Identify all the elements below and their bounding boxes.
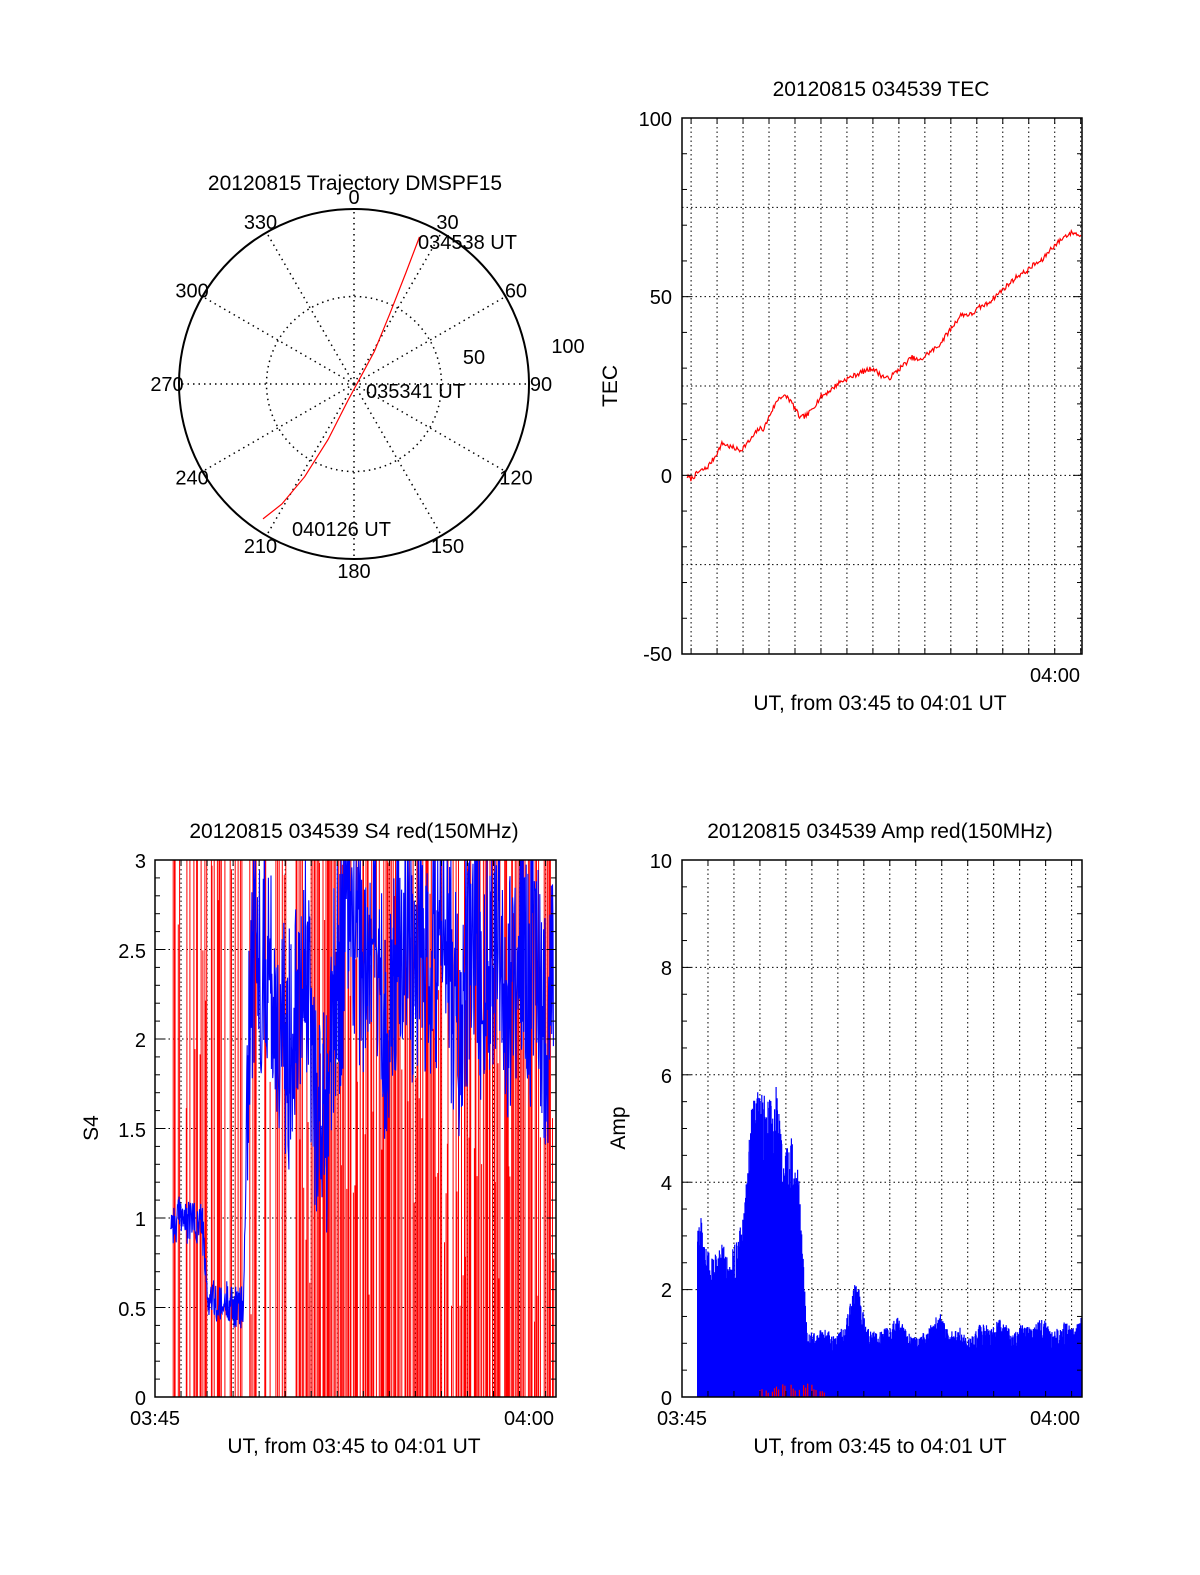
azimuth-label-300: 300	[175, 281, 208, 303]
s4-panel: 20120815 034539 S4 red(150MHz) 3 2.5 2 1…	[80, 820, 557, 1458]
amp-data	[697, 1087, 1083, 1397]
s4-ytick-2-5: 2.5	[118, 941, 146, 963]
azimuth-label-90: 90	[530, 374, 552, 396]
spoke-150	[353, 383, 443, 536]
spoke-240	[202, 383, 355, 473]
s4-xtick-0400: 04:00	[504, 1408, 554, 1430]
tec-ylabel: TEC	[599, 365, 622, 407]
s4-ytick-2: 2	[135, 1030, 146, 1052]
amp-blue-series	[697, 1087, 1083, 1397]
ring-label-100: 100	[551, 336, 584, 358]
amp-ytick-4: 4	[661, 1173, 672, 1195]
tec-ticks	[682, 117, 1082, 655]
spoke-330	[265, 232, 355, 385]
tec-grid	[682, 118, 1082, 654]
ring-50	[265, 295, 443, 473]
s4-ylabel: S4	[80, 1115, 103, 1141]
horizon-circle	[178, 208, 530, 560]
azimuth-label-330: 330	[244, 212, 277, 234]
azimuth-label-120: 120	[499, 468, 532, 490]
tec-ytick-0: 0	[661, 466, 672, 488]
azimuth-label-150: 150	[431, 536, 464, 558]
amp-ytick-8: 8	[661, 958, 672, 980]
s4-xtick-0345: 03:45	[130, 1408, 180, 1430]
azimuth-label-240: 240	[175, 468, 208, 490]
amp-grid	[681, 860, 1082, 1397]
tec-title: 20120815 034539 TEC	[773, 78, 990, 101]
s4-data	[170, 859, 555, 1397]
s4-ytick-3: 3	[135, 851, 146, 873]
end-time-label: 040126 UT	[292, 519, 391, 541]
s4-title: 20120815 034539 S4 red(150MHz)	[189, 820, 518, 843]
azimuth-label-210: 210	[244, 536, 277, 558]
s4-ytick-0-5: 0.5	[118, 1299, 146, 1321]
amp-xtick-0400: 04:00	[1030, 1408, 1080, 1430]
tec-ytick-50: 50	[650, 287, 672, 309]
tec-xlabel: UT, from 03:45 to 04:01 UT	[753, 692, 1006, 715]
s4-blue-series	[170, 859, 554, 1329]
amp-xlabel: UT, from 03:45 to 04:01 UT	[753, 1435, 1006, 1458]
azimuth-label-270: 270	[150, 374, 183, 396]
s4-ytick-1-5: 1.5	[118, 1120, 146, 1142]
polar-grid	[179, 209, 529, 559]
trajectory-polar-panel: 20120815 Trajectory DMSPF15 0 30 60 90 120 15…	[150, 172, 584, 583]
amp-ytick-2: 2	[661, 1280, 672, 1302]
spoke-210	[265, 383, 355, 536]
azimuth-label-180: 180	[337, 561, 370, 583]
amp-ytick-6: 6	[661, 1066, 672, 1088]
amp-title: 20120815 034539 Amp red(150MHz)	[707, 820, 1053, 843]
azimuth-label-0: 0	[348, 187, 359, 209]
mid-time-label: 035341 UT	[366, 381, 465, 403]
s4-xlabel: UT, from 03:45 to 04:01 UT	[227, 1435, 480, 1458]
amp-ytick-0: 0	[661, 1388, 672, 1410]
s4-ticks	[154, 859, 556, 1398]
tec-ytick-100: 100	[639, 109, 672, 131]
tec-ytick-minus50: -50	[643, 644, 672, 666]
start-time-label: 034538 UT	[418, 232, 517, 254]
azimuth-labels: 0 30 60 90 120 150 180 210 240 270 300 330	[150, 187, 552, 583]
tec-panel: 20120815 034539 TEC 100 50 0 -50 04:00 U…	[599, 78, 1083, 715]
ring-label-50: 50	[463, 347, 485, 369]
tec-plot-frame	[681, 117, 1083, 655]
amp-panel: 20120815 034539 Amp red(150MHz) 10 8 6 4…	[607, 820, 1083, 1458]
azimuth-label-60: 60	[505, 281, 527, 303]
s4-red-series	[172, 860, 555, 1397]
s4-ytick-0: 0	[135, 1388, 146, 1410]
tec-data	[686, 228, 1082, 482]
amp-xtick-0345: 03:45	[657, 1408, 707, 1430]
amp-ticks	[681, 859, 1082, 1398]
amp-ylabel: Amp	[607, 1106, 630, 1149]
satellite-track	[262, 236, 421, 520]
azimuth-label-30: 30	[436, 212, 458, 234]
trajectory-title: 20120815 Trajectory DMSPF15	[208, 172, 502, 195]
spoke-60	[353, 295, 506, 385]
tec-xtick-0400: 04:00	[1030, 665, 1080, 687]
amp-ytick-10: 10	[650, 851, 672, 873]
s4-ytick-1: 1	[135, 1209, 146, 1231]
tec-series-line	[686, 228, 1082, 482]
